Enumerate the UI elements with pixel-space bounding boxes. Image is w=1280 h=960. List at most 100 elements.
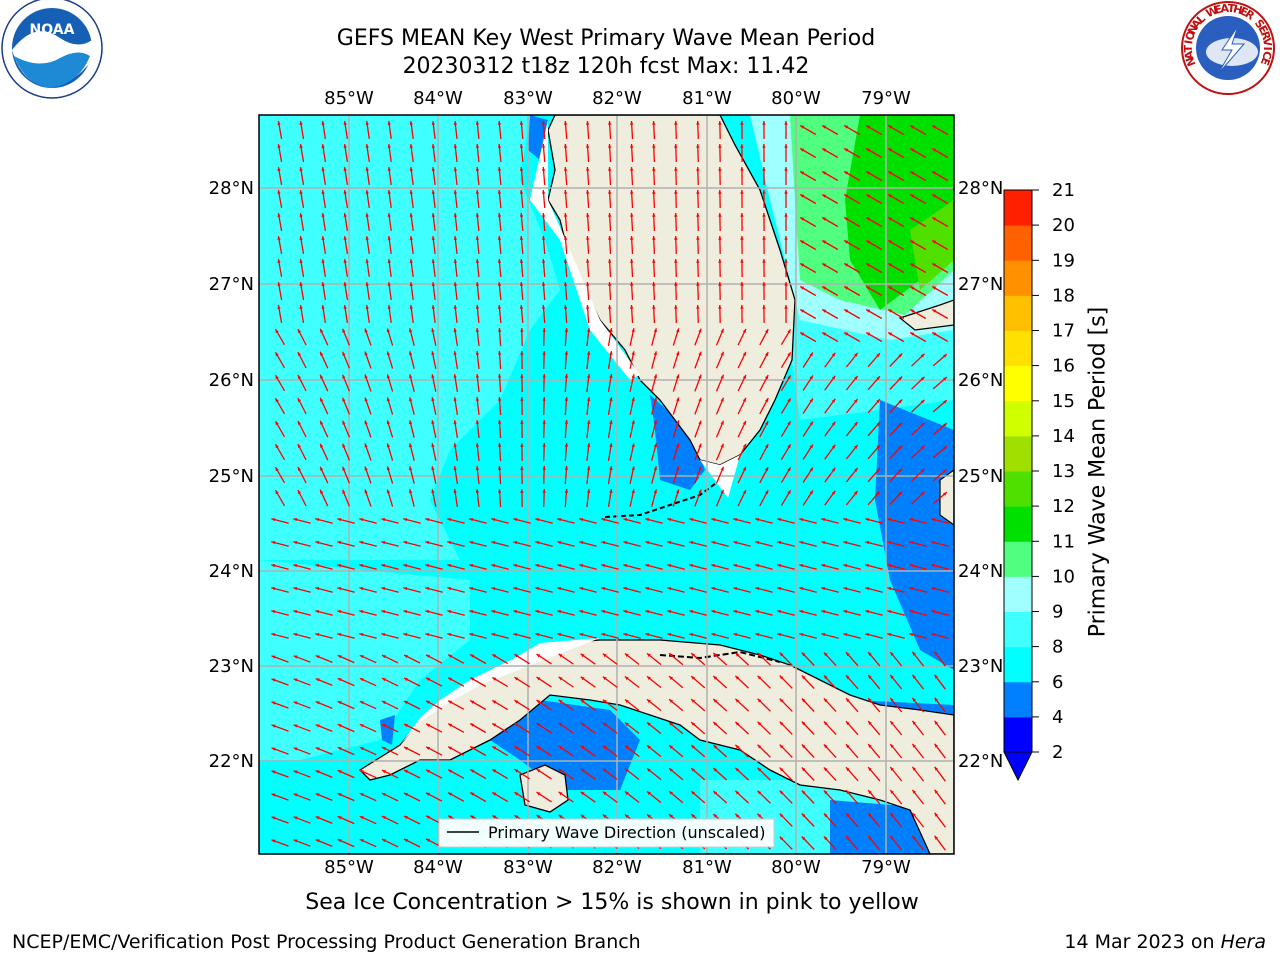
wave-arrow-head — [564, 328, 569, 332]
wave-arrow-head — [676, 351, 680, 356]
wave-arrow-head — [898, 422, 903, 427]
wave-arrow-head — [711, 587, 716, 591]
wave-arrow-head — [453, 213, 458, 217]
wave-arrow-head — [387, 236, 391, 240]
wave-arrow-head — [386, 466, 391, 471]
wave-arrow-head — [757, 721, 762, 726]
wave-arrow-head — [784, 167, 788, 171]
wave-arrow-head — [426, 769, 430, 773]
wave-arrow-head — [854, 468, 858, 472]
wave-arrow-head — [652, 121, 656, 125]
nws-logo-letter: I — [1182, 39, 1195, 45]
lon-label-bottom: 84°W — [413, 857, 463, 878]
wave-arrow-head — [762, 259, 766, 263]
wave-arrow-head — [865, 610, 870, 614]
wave-arrow-head — [757, 744, 762, 749]
wave-arrow-head — [492, 677, 497, 681]
wave-arrow-head — [843, 518, 848, 522]
wave-arrow-head — [843, 587, 848, 591]
wave-arrow-head — [742, 420, 746, 425]
wave-arrow-head — [381, 633, 386, 637]
wave-arrow-head — [453, 374, 457, 378]
wave-arrow-head — [645, 564, 650, 568]
wave-arrow-head — [364, 328, 368, 333]
wave-arrow-head — [404, 770, 408, 774]
lon-label-top: 83°W — [503, 88, 553, 109]
wave-arrow-head — [277, 144, 281, 148]
wave-arrow-head — [563, 121, 568, 125]
wave-arrow-head — [514, 746, 519, 750]
wave-arrow-head — [475, 167, 480, 171]
wave-arrow-head — [698, 489, 702, 494]
wave-arrow-head — [514, 700, 519, 704]
wave-arrow-head — [448, 700, 453, 704]
wave-arrow-head — [426, 700, 430, 704]
wave-arrow-head — [691, 653, 695, 657]
lon-label-bottom: 83°W — [503, 857, 553, 878]
wave-arrow-head — [315, 839, 320, 843]
wave-arrow-head — [542, 443, 546, 447]
wave-arrow-head — [453, 236, 458, 240]
wave-arrow-head — [492, 769, 497, 773]
wave-arrow-head — [342, 397, 346, 402]
wave-arrow-head — [453, 489, 457, 493]
wave-arrow-head — [425, 564, 430, 568]
wave-arrow-head — [777, 587, 782, 591]
wave-arrow-head — [586, 282, 590, 286]
wave-arrow-head — [932, 240, 937, 244]
wave-arrow-head — [652, 282, 656, 286]
wave-arrow-head — [809, 375, 813, 380]
wave-arrow-head — [667, 564, 672, 568]
colorbar-tick-label: 19 — [1052, 250, 1075, 271]
wave-arrow-head — [623, 564, 628, 568]
wave-arrow-head — [920, 445, 925, 450]
wave-arrow-head — [315, 770, 320, 774]
wave-arrow-head — [740, 121, 744, 125]
wave-arrow-head — [601, 518, 606, 522]
wave-arrow-head — [558, 722, 563, 727]
wave-arrow-head — [910, 171, 915, 175]
wave-arrow-head — [365, 144, 369, 148]
wave-arrow-head — [536, 746, 541, 750]
wave-arrow-head — [888, 286, 893, 290]
wave-arrow-head — [579, 518, 584, 522]
wave-arrow-head — [647, 722, 651, 726]
wave-arrow-head — [887, 541, 892, 545]
wave-arrow-head — [275, 329, 279, 334]
wave-arrow-head — [519, 121, 524, 125]
wave-arrow-head — [800, 148, 805, 152]
wave-arrow-head — [779, 813, 784, 818]
wave-arrow-head — [890, 836, 894, 840]
wave-arrow-head — [888, 148, 893, 152]
colorbar-segment — [1004, 190, 1032, 226]
wave-arrow-head — [403, 633, 408, 637]
wave-arrow-head — [755, 564, 760, 568]
wave-arrow-head — [630, 121, 634, 125]
wave-arrow-head — [720, 328, 724, 333]
wave-arrow-head — [866, 240, 871, 244]
wave-arrow-head — [843, 564, 848, 568]
wave-arrow-head — [536, 723, 541, 727]
colorbar-tick-label: 16 — [1052, 356, 1075, 377]
colorbar-segment — [1004, 400, 1032, 437]
wave-arrow-head — [624, 722, 629, 727]
wave-arrow-head — [431, 236, 435, 240]
wave-arrow-head — [720, 466, 724, 471]
wave-arrow-head — [381, 793, 386, 797]
wave-arrow-head — [898, 353, 903, 358]
wave-arrow-head — [387, 282, 391, 286]
wave-arrow-head — [359, 701, 364, 705]
wave-arrow-head — [799, 633, 804, 637]
wave-arrow-head — [698, 466, 702, 471]
wave-arrow-head — [691, 676, 695, 680]
wave-arrow-head — [865, 587, 870, 591]
wave-arrow-head — [822, 240, 827, 244]
wave-arrow-head — [586, 190, 590, 194]
wave-arrow-head — [602, 791, 607, 796]
wave-arrow-head — [742, 397, 746, 402]
wave-arrow-head — [630, 259, 634, 263]
wave-arrow-head — [831, 490, 836, 495]
period-region-11-12 — [910, 200, 954, 290]
wave-arrow-head — [888, 171, 893, 175]
wave-arrow-head — [696, 213, 700, 217]
